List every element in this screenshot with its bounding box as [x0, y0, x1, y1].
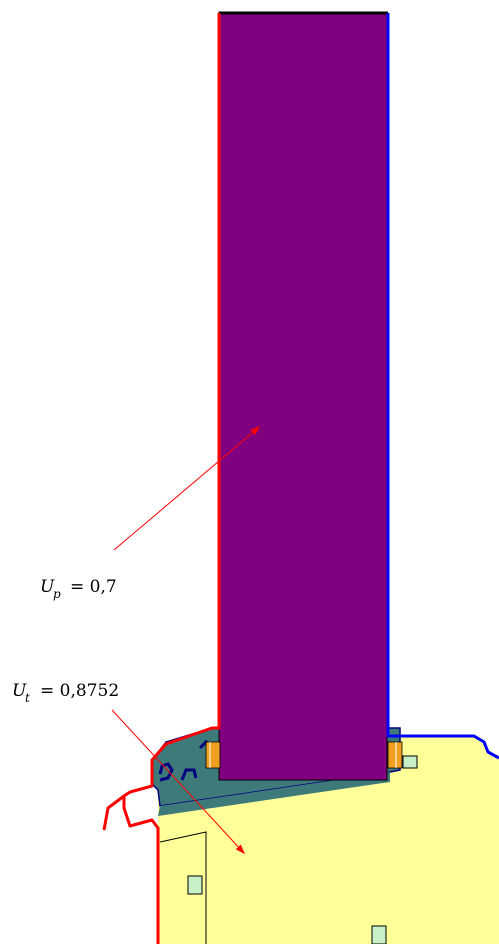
- total-u-arrow: [111, 709, 246, 855]
- total-u-symbol: U: [12, 681, 27, 701]
- panel-u-subscript: p: [53, 587, 61, 601]
- panel-u-value: = 0,7: [70, 577, 117, 597]
- glazing-panel: [218, 11, 388, 781]
- spacer-lower-left: [187, 875, 203, 895]
- panel-u-symbol: U: [40, 577, 55, 597]
- fitting-left: [205, 741, 221, 769]
- panel-u-label: U p = 0,7: [40, 577, 117, 601]
- spacer-right: [402, 755, 418, 769]
- exterior-boundary-lip: [102, 794, 125, 831]
- exterior-boundary: [122, 13, 221, 944]
- fitting-right: [387, 741, 403, 769]
- insulation-inner-line: [159, 831, 207, 944]
- gasket-hook-middle: [180, 768, 198, 781]
- frame-bottom-step: [158, 772, 390, 816]
- gasket-hook-left: [158, 762, 174, 782]
- total-u-label: U t = 0,8752: [12, 681, 119, 705]
- panel-u-arrow: [113, 426, 261, 551]
- interior-boundary: [386, 13, 499, 760]
- total-u-value: = 0,8752: [40, 681, 119, 701]
- total-u-subscript: t: [25, 691, 30, 705]
- spacer-bottom: [371, 925, 387, 944]
